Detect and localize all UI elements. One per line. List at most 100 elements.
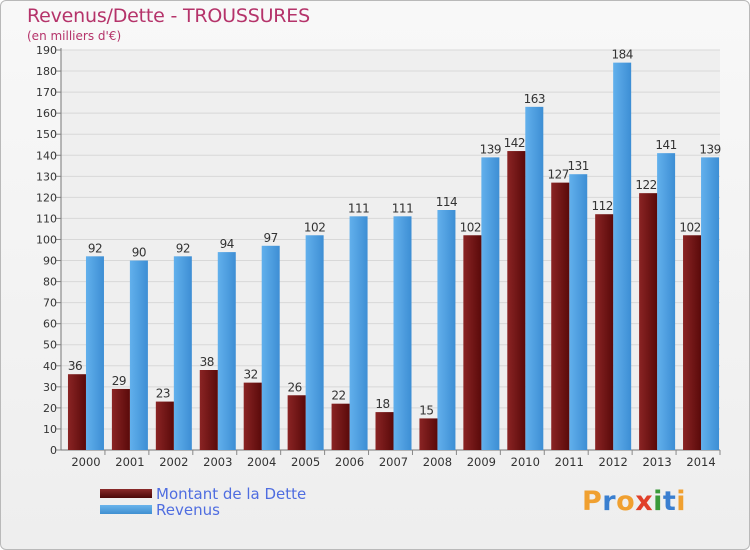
bar-dette (199, 370, 218, 450)
y-tick-label: 60 (43, 318, 57, 331)
logo-letter: i (653, 486, 663, 517)
data-label-revenus: 111 (348, 201, 369, 215)
data-label-revenus: 139 (480, 142, 501, 156)
data-label-revenus: 141 (655, 138, 676, 152)
data-label-dette: 29 (112, 374, 126, 388)
x-tick-label: 2002 (159, 455, 188, 469)
data-label-revenus: 111 (392, 201, 413, 215)
bar-dette (111, 388, 130, 450)
y-tick-label: 10 (43, 423, 57, 436)
logo-letter: i (676, 486, 687, 517)
x-tick-label: 2011 (555, 455, 584, 469)
chart-title: Revenus/Dette - TROUSSURES (27, 5, 310, 27)
x-tick-label: 2013 (642, 455, 671, 469)
data-label-revenus: 114 (436, 195, 457, 209)
bar-dette (155, 401, 174, 450)
y-tick-label: 30 (43, 381, 57, 394)
bar-dette (463, 235, 482, 450)
y-tick-label: 80 (43, 276, 57, 289)
legend-swatch-revenus (100, 505, 152, 514)
x-tick-label: 2005 (291, 455, 320, 469)
data-label-dette: 36 (68, 359, 82, 373)
bar-dette (507, 151, 526, 451)
logo-letter: x (635, 486, 654, 517)
bar-dette (683, 235, 702, 450)
bar-dette (243, 382, 262, 450)
data-label-revenus: 92 (176, 241, 190, 255)
y-tick-label: 70 (43, 297, 57, 310)
bar-dette (419, 418, 438, 450)
data-label-dette: 127 (548, 168, 569, 182)
data-label-revenus: 131 (568, 159, 589, 173)
data-label-revenus: 139 (699, 142, 720, 156)
data-label-dette: 38 (200, 355, 214, 369)
bar-revenus (701, 157, 720, 451)
y-tick-label: 100 (36, 233, 57, 246)
bar-revenus (525, 106, 544, 450)
y-tick-label: 180 (36, 65, 57, 78)
x-tick-label: 2003 (203, 455, 232, 469)
bar-revenus (129, 260, 148, 450)
data-label-dette: 26 (287, 380, 301, 394)
bar-revenus (657, 153, 676, 450)
x-tick-label: 2007 (379, 455, 408, 469)
chart-subtitle: (en milliers d'€) (27, 29, 122, 43)
bar-dette (287, 395, 306, 450)
bar-dette (67, 374, 86, 450)
data-label-dette: 102 (679, 220, 700, 234)
x-tick-label: 2006 (335, 455, 364, 469)
bar-dette (639, 193, 658, 450)
data-label-revenus: 163 (524, 92, 545, 106)
bar-revenus (349, 216, 368, 450)
logo-letter: o (616, 486, 636, 517)
x-tick-label: 2008 (423, 455, 452, 469)
data-label-dette: 15 (419, 403, 433, 417)
bar-revenus (569, 174, 588, 451)
x-tick-label: 2012 (599, 455, 628, 469)
data-label-revenus: 184 (611, 48, 632, 62)
logo-letter: t (662, 486, 677, 517)
data-label-revenus: 102 (304, 220, 325, 234)
logo-letter: r (602, 486, 617, 517)
data-label-revenus: 90 (132, 246, 146, 260)
y-tick-label: 110 (36, 212, 57, 225)
y-tick-label: 0 (50, 444, 57, 457)
data-label-dette: 22 (331, 389, 345, 403)
data-label-revenus: 97 (264, 231, 278, 245)
data-label-dette: 23 (156, 387, 170, 401)
x-tick-label: 2001 (115, 455, 144, 469)
bar-dette (375, 412, 394, 450)
y-tick-label: 160 (36, 107, 57, 120)
data-label-dette: 122 (635, 178, 656, 192)
bar-revenus (305, 235, 324, 450)
bar-revenus (393, 216, 412, 450)
x-tick-label: 2010 (511, 455, 540, 469)
y-tick-label: 140 (36, 149, 57, 162)
legend-label-revenus: Revenus (156, 501, 220, 519)
logo-letter: P (582, 486, 603, 517)
y-tick-label: 130 (36, 170, 57, 183)
y-tick-label: 40 (43, 360, 57, 373)
y-tick-label: 190 (36, 44, 57, 57)
bar-revenus (85, 256, 104, 450)
y-tick-label: 90 (43, 255, 57, 268)
x-tick-label: 2000 (71, 455, 100, 469)
data-label-dette: 32 (244, 368, 258, 382)
y-tick-label: 20 (43, 402, 57, 415)
y-tick-label: 120 (36, 191, 57, 204)
data-label-dette: 142 (504, 136, 525, 150)
x-tick-label: 2004 (247, 455, 276, 469)
bar-revenus (217, 252, 236, 450)
data-label-revenus: 94 (220, 237, 234, 251)
y-tick-label: 150 (36, 128, 57, 141)
data-label-dette: 18 (375, 397, 389, 411)
bar-revenus (437, 210, 456, 450)
y-tick-label: 50 (43, 339, 57, 352)
legend-label-dette: Montant de la Dette (156, 485, 307, 503)
proxiti-logo: Proxiti (582, 486, 686, 517)
bar-revenus (481, 157, 500, 451)
x-tick-label: 2014 (686, 455, 715, 469)
y-tick-label: 170 (36, 86, 57, 99)
bar-revenus (173, 256, 192, 450)
